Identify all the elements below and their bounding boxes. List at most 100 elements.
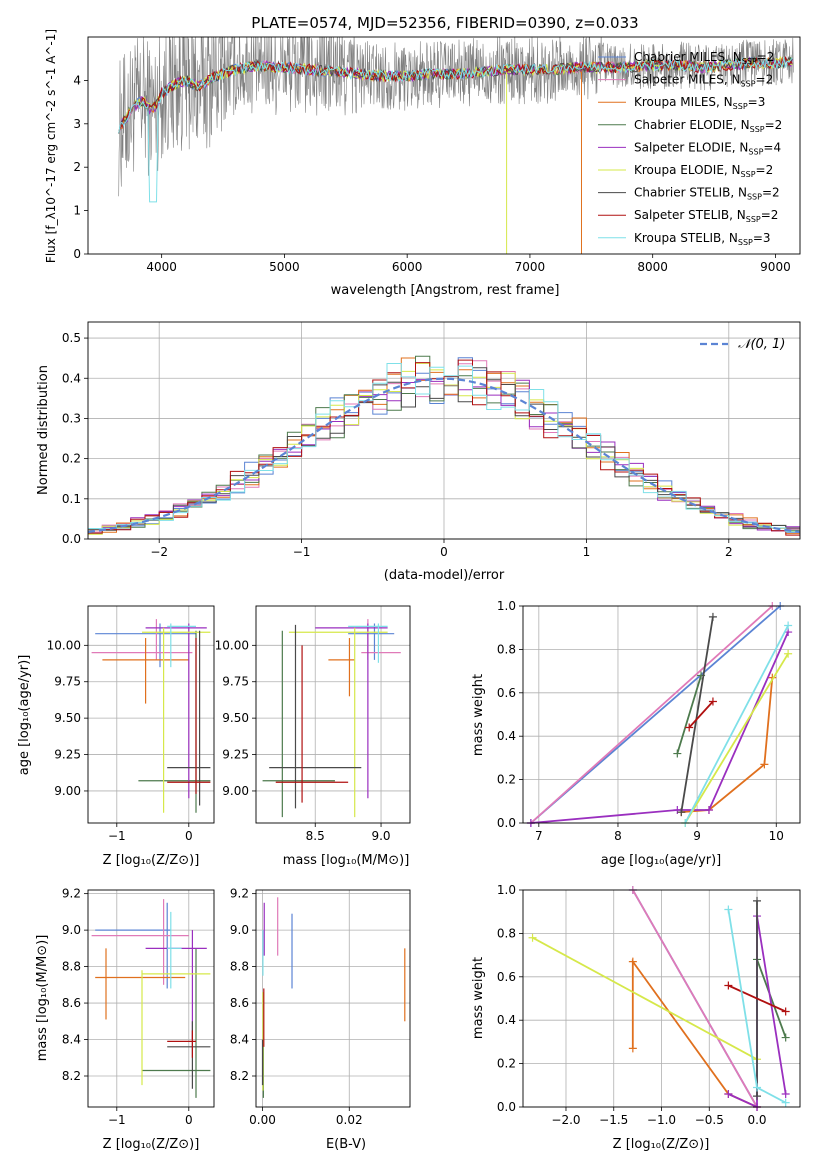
errorbar-kroupa_stelib [167, 623, 196, 668]
errorbar-chabrier_stelib [269, 624, 362, 809]
legend-label: Kroupa ELODIE, NSSP=2 [634, 163, 773, 179]
y-tick-label: 0.8 [497, 642, 516, 656]
legend-sub: SSP [747, 193, 762, 202]
weight-point [781, 1089, 790, 1098]
errorbar-kroupa_stelib [167, 911, 182, 989]
spectrum-ylabel: Flux [f_λ10^-17 erg cm^-2 s^-1 A^-1] [44, 29, 58, 263]
errorbar-kroupa_elodie [141, 970, 211, 1086]
spectrum-axes: 4000 5000 6000 7000 8000 9000 0 1 2 3 4 Chabrier MI… [44, 29, 801, 274]
weight-line [684, 653, 789, 824]
weight_vs_age-axes: 7 8 9 10 0.0 0.2 0.4 0.6 0.8 1.0 [497, 599, 801, 843]
weight-line [532, 936, 758, 1061]
weight-line [684, 625, 789, 824]
y-tick-label: 10.00 [47, 638, 81, 652]
x-tick-label: −2 [150, 545, 168, 559]
weight-point [708, 612, 717, 621]
errorbar-salpeter_stelib [167, 1030, 196, 1058]
x-tick-label: 8000 [637, 260, 668, 274]
legend-name: Kroupa MILES, N [634, 95, 733, 109]
weight-point [753, 1092, 762, 1101]
errorbar-salpeter_elodie [145, 623, 207, 799]
age-mass-xlabel: mass [log₁₀(M/M⊙)] [283, 853, 410, 868]
errorbar-chabrier_stelib [167, 630, 211, 806]
y-tick-label: 0.2 [497, 1057, 516, 1071]
x-tick-label: −1 [293, 545, 311, 559]
legend-name: Salpeter STELIB, N [634, 208, 746, 222]
x-tick-label: 7000 [515, 260, 546, 274]
y-tick-label: 8.8 [230, 960, 249, 974]
errorbar-chabrier_miles [348, 623, 395, 660]
x-tick-label: 0 [185, 829, 193, 843]
mass_vs_ebv-frame [255, 889, 411, 1108]
mass-z-ylabel: mass [log₁₀(M/M⊙)] [35, 935, 50, 1062]
legend-tail: =2 [756, 73, 774, 87]
x-tick-label: 5000 [269, 260, 300, 274]
errorbar-salpeter_miles [91, 899, 189, 985]
x-tick-label: 0.00 [249, 1113, 276, 1127]
weight-point [760, 760, 769, 769]
age_vs_mass-frame [255, 605, 411, 824]
weight-point [724, 905, 733, 914]
weight-point [528, 933, 537, 942]
weight-point [724, 1089, 733, 1098]
y-tick-label: 1.0 [497, 599, 516, 613]
legend-sub: SSP [748, 147, 763, 156]
age_vs_mass-axes: 8.5 9.0 9.00 9.25 9.50 9.75 10.00 [215, 605, 411, 843]
y-tick-label: 0.0 [62, 532, 81, 546]
y-tick-label: 2 [73, 160, 81, 174]
weight-point [753, 1083, 762, 1092]
y-tick-label: 3 [73, 117, 81, 131]
legend-name: Chabrier ELODIE, N [634, 118, 750, 132]
errorbar-kroupa_miles [102, 638, 189, 704]
weight-point [673, 749, 682, 758]
weight-point [628, 1044, 637, 1053]
x-tick-label: −1 [108, 829, 126, 843]
residuals-ylabel: Normed distribution [36, 365, 51, 495]
legend-label: Salpeter MILES, NSSP=2 [634, 73, 773, 89]
x-tick-label: 2 [725, 545, 733, 559]
residuals-xlabel: (data-model)/error [384, 568, 505, 583]
model-salpeter_stelib [118, 55, 793, 134]
y-tick-label: 8.6 [230, 996, 249, 1010]
weight-series-salpeter_stelib [685, 697, 717, 732]
x-tick-label: 10 [769, 829, 784, 843]
x-tick-label: 0.0 [747, 1113, 766, 1127]
legend-sub: SSP [741, 80, 756, 89]
y-tick-label: 1 [73, 204, 81, 218]
weight-z-xlabel: Z [log₁₀(Z/Z⊙)] [613, 1137, 710, 1152]
weight-line [530, 605, 773, 824]
weight-series-chabrier_elodie [673, 671, 706, 758]
legend-label: Chabrier ELODIE, NSSP=2 [634, 118, 782, 134]
legend-label: Salpeter STELIB, NSSP=2 [634, 208, 778, 224]
errorbar-chabrier_elodie [262, 630, 335, 818]
age-z-xlabel: Z [log₁₀(Z/Z⊙)] [103, 853, 200, 868]
normal-curve [88, 377, 800, 534]
weight-point [685, 723, 694, 732]
legend-sub: SSP [733, 102, 748, 111]
hist-kroupa_stelib [88, 363, 800, 533]
spectrum-xlabel: wavelength [Angstrom, rest frame] [331, 283, 560, 298]
errorbar-salpeter_stelib [275, 645, 349, 803]
legend-label: Salpeter ELODIE, NSSP=4 [634, 140, 781, 156]
legend-sub: SSP [746, 215, 761, 224]
age_vs_Z-axes: −1 0 9.00 9.25 9.50 9.75 10.00 [47, 605, 215, 843]
weight-point [781, 1098, 790, 1107]
x-tick-label: 8.5 [306, 829, 325, 843]
legend-tail: =2 [762, 186, 780, 200]
mass_vs_ebv-axes: 0.00 0.02 8.2 8.4 8.6 8.8 9.0 9.2 [230, 887, 411, 1127]
y-tick-label: 8.4 [230, 1033, 249, 1047]
legend-tail: =2 [765, 118, 783, 132]
y-tick-label: 0.4 [497, 729, 516, 743]
weight-point [677, 808, 686, 817]
legend-tail: =2 [761, 208, 779, 222]
legend-label: Kroupa STELIB, NSSP=3 [634, 231, 771, 247]
y-tick-label: 0.5 [62, 331, 81, 345]
legend-name: Chabrier STELIB, N [634, 186, 747, 200]
legend-sub: SSP [750, 125, 765, 134]
weight-line [728, 984, 787, 1013]
y-tick-label: 9.00 [222, 784, 249, 798]
weight-line [681, 677, 774, 813]
